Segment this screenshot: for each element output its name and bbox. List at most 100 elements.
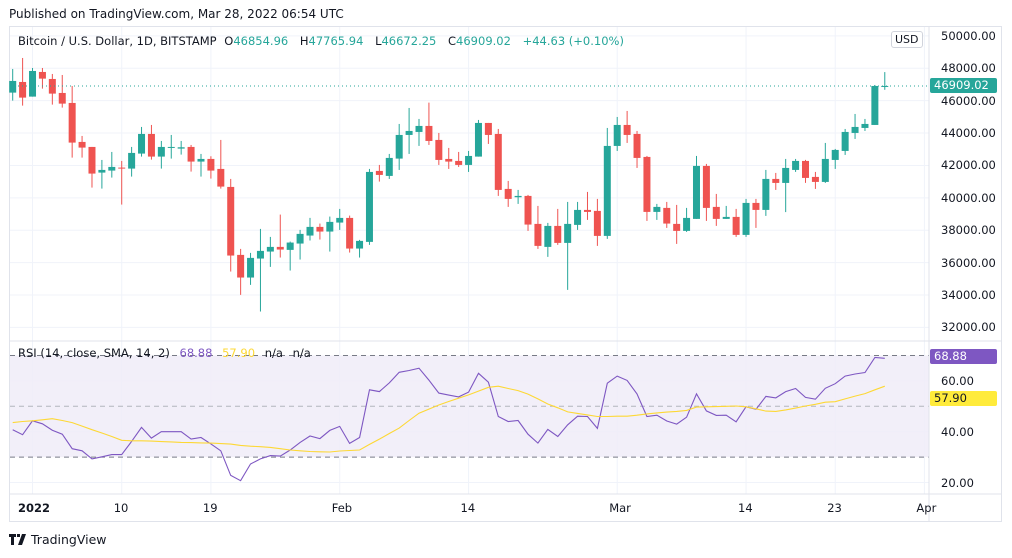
candle bbox=[742, 198, 750, 237]
candle bbox=[286, 241, 294, 271]
candle-body bbox=[147, 133, 155, 157]
price-tick-label: 32000.00 bbox=[941, 320, 996, 335]
candle-body bbox=[237, 254, 245, 278]
candle-body bbox=[138, 133, 146, 154]
candle bbox=[831, 148, 839, 169]
price-tick-label: 34000.00 bbox=[941, 287, 996, 302]
candle-body bbox=[227, 186, 235, 256]
candle-body bbox=[187, 146, 195, 162]
candle bbox=[821, 142, 829, 183]
candle bbox=[29, 67, 37, 97]
candle-body bbox=[306, 226, 314, 236]
candle-body bbox=[564, 223, 572, 243]
candle bbox=[504, 180, 512, 207]
candle-body bbox=[841, 131, 849, 151]
candle-body bbox=[762, 178, 770, 210]
price-tick-label: 48000.00 bbox=[941, 61, 996, 76]
published-caption: Published on TradingView.com, Mar 28, 20… bbox=[9, 7, 344, 21]
candle bbox=[633, 130, 641, 168]
candle-body bbox=[395, 134, 403, 159]
candle-body bbox=[405, 130, 413, 135]
rsi-line bbox=[12, 356, 885, 482]
time-tick-label: Mar bbox=[609, 501, 631, 515]
candle-body bbox=[455, 160, 463, 165]
time-tick-label: 14 bbox=[460, 501, 476, 515]
candle bbox=[494, 128, 502, 196]
candle bbox=[683, 207, 691, 232]
candle bbox=[445, 147, 453, 169]
close-value: 46909.02 bbox=[456, 34, 511, 48]
candle-body bbox=[356, 240, 364, 249]
candle bbox=[365, 168, 373, 245]
candle bbox=[346, 215, 354, 253]
candle bbox=[147, 124, 155, 160]
candle bbox=[385, 153, 393, 179]
candle bbox=[802, 159, 809, 183]
candle-body bbox=[851, 126, 859, 133]
currency-button[interactable]: USD bbox=[891, 31, 923, 48]
candle bbox=[256, 228, 264, 312]
candle-body bbox=[336, 217, 344, 223]
candle bbox=[88, 146, 96, 188]
time-tick-label: Feb bbox=[331, 501, 353, 515]
candle-body bbox=[732, 216, 740, 235]
candle bbox=[673, 204, 681, 244]
candle bbox=[306, 217, 314, 241]
candle bbox=[177, 140, 185, 155]
candle-body bbox=[217, 168, 225, 187]
sma-line bbox=[12, 385, 885, 453]
candle bbox=[19, 57, 27, 106]
candle bbox=[68, 85, 76, 158]
low-label: L bbox=[375, 34, 382, 48]
candle bbox=[861, 118, 869, 131]
candle-body bbox=[554, 225, 562, 243]
candle bbox=[78, 135, 86, 158]
candle bbox=[405, 107, 413, 154]
candle bbox=[316, 223, 324, 240]
price-tick-label: 44000.00 bbox=[941, 126, 996, 141]
candle bbox=[9, 68, 17, 101]
candle bbox=[623, 110, 631, 143]
chart-frame bbox=[9, 26, 1002, 522]
candle-body bbox=[247, 257, 255, 278]
candle bbox=[792, 158, 800, 172]
candle bbox=[574, 201, 582, 230]
price-tick-label: 38000.00 bbox=[941, 223, 996, 238]
candle-body bbox=[118, 167, 126, 169]
candle bbox=[811, 171, 819, 189]
candle bbox=[782, 158, 790, 213]
candle bbox=[375, 164, 383, 182]
candle bbox=[702, 163, 710, 221]
candle-body bbox=[316, 226, 324, 232]
candle bbox=[138, 126, 146, 157]
candle-body bbox=[425, 125, 433, 141]
tradingview-logo-icon bbox=[9, 534, 26, 545]
candle-body bbox=[782, 167, 790, 183]
price-tick-label: 46000.00 bbox=[941, 93, 996, 108]
candle bbox=[593, 198, 601, 246]
time-tick-label: 2022 bbox=[18, 501, 51, 515]
candle-body bbox=[375, 170, 383, 175]
candle bbox=[237, 248, 245, 295]
candle bbox=[613, 116, 621, 151]
close-label: C bbox=[448, 34, 457, 48]
candle-body bbox=[296, 233, 304, 244]
tradingview-logo[interactable]: TradingView bbox=[9, 532, 107, 547]
candle-body bbox=[9, 80, 17, 93]
candle-body bbox=[197, 158, 205, 162]
candle bbox=[663, 201, 671, 228]
candle bbox=[108, 151, 116, 178]
candle bbox=[38, 67, 46, 89]
candle-body bbox=[861, 123, 869, 128]
last-price-badge: 46909.02 bbox=[930, 78, 997, 93]
candle-body bbox=[256, 250, 264, 259]
candle bbox=[474, 119, 482, 157]
candle-body bbox=[663, 207, 671, 224]
candle-body bbox=[792, 160, 800, 170]
candle-body bbox=[574, 209, 582, 225]
candle bbox=[336, 208, 344, 230]
candle bbox=[247, 252, 255, 285]
price-tick-label: 36000.00 bbox=[941, 255, 996, 270]
candle-body bbox=[653, 206, 661, 212]
